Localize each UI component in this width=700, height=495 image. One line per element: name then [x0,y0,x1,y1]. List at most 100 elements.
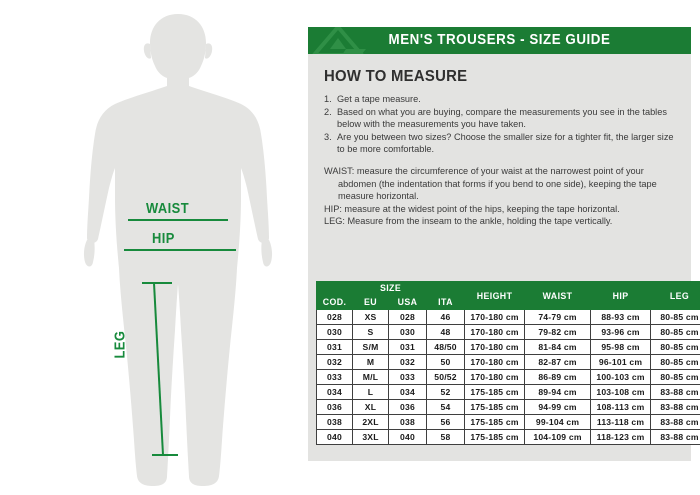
cell-cod: 028 [316,309,353,325]
cell-waist: 89-94 cm [524,384,592,400]
cell-height: 175-185 cm [464,384,526,400]
cell-hip: 93-96 cm [590,324,652,340]
cell-ita: 54 [425,399,466,415]
cell-cod: 036 [316,399,353,415]
size-group-header: SIZE [315,281,466,295]
cell-waist: 74-79 cm [524,309,592,325]
cell-usa: 031 [388,339,427,355]
cell-eu: M [352,354,389,370]
size-guide-panel: MEN'S TROUSERS - SIZE GUIDE HOW TO MEASU… [308,27,700,461]
cell-height: 175-185 cm [464,399,526,415]
step-text: Based on what you are buying, compare th… [337,106,667,130]
size-table: SIZE HEIGHT WAIST HIP LEG COD. EU USA IT… [315,281,700,445]
cell-eu: M/L [352,369,389,385]
cell-cod: 030 [316,324,353,340]
silhouette-shape [83,14,273,486]
cell-usa: 028 [388,309,427,325]
cell-usa: 030 [388,324,427,340]
cell-height: 170-180 cm [464,369,526,385]
cell-waist: 79-82 cm [524,324,592,340]
table-group-header-row: SIZE HEIGHT WAIST HIP LEG [315,281,700,310]
cell-ita: 46 [425,309,466,325]
cell-height: 175-185 cm [464,429,526,445]
cell-leg: 83-88 cm [650,429,700,445]
step-number: 2. [324,106,332,117]
leg-definition: LEG: Measure from the inseam to the ankl… [324,216,613,227]
table-header-row: COD. EU USA ITA [316,294,700,310]
cell-leg: 80-85 cm [650,309,700,325]
cell-eu: S [352,324,389,340]
cell-eu: XL [352,399,389,415]
cell-hip: 103-108 cm [590,384,652,400]
cell-cod: 034 [316,384,353,400]
step-text: Are you between two sizes? Choose the sm… [337,131,674,155]
cell-waist: 94-99 cm [524,399,592,415]
guide-title: MEN'S TROUSERS - SIZE GUIDE [388,32,611,48]
cell-ita: 48/50 [425,339,466,355]
cell-hip: 88-93 cm [590,309,652,325]
cell-eu: L [352,384,389,400]
cell-eu: 3XL [352,429,389,445]
step-number: 3. [324,131,332,142]
table-row: 033 M/L 033 50/52 170-180 cm 86-89 cm 100-103 … [316,369,700,385]
column-header-eu: EU [352,294,389,310]
cell-waist: 81-84 cm [524,339,592,355]
cell-leg: 80-85 cm [650,369,700,385]
column-header-height: HEIGHT [464,281,526,310]
cell-cod: 040 [316,429,353,445]
cell-hip: 100-103 cm [590,369,652,385]
leg-measure-line [153,282,164,456]
cell-ita: 56 [425,414,466,430]
table-row: 031 S/M 031 48/50 170-180 cm 81-84 cm 95-98 cm… [316,339,700,355]
cell-usa: 034 [388,384,427,400]
table-row: 040 3XL 040 58 175-185 cm 104-109 cm 118-123 c… [316,429,700,445]
cell-leg: 83-88 cm [650,399,700,415]
measure-steps-list: 1. Get a tape measure. 2. Based on what … [324,93,675,156]
table-row: 028 XS 028 46 170-180 cm 74-79 cm 88-93 cm 80-8… [316,309,700,325]
cell-usa: 038 [388,414,427,430]
cell-ita: 50/52 [425,369,466,385]
cell-leg: 83-88 cm [650,384,700,400]
triangle-arrow-logo-icon [312,27,366,54]
cell-hip: 118-123 cm [590,429,652,445]
body-silhouette-svg [83,14,273,486]
cell-ita: 52 [425,384,466,400]
cell-waist: 86-89 cm [524,369,592,385]
size-table-container: SIZE HEIGHT WAIST HIP LEG COD. EU USA IT… [315,281,700,445]
table-row: 036 XL 036 54 175-185 cm 94-99 cm 108-113 cm 83… [316,399,700,415]
cell-ita: 48 [425,324,466,340]
cell-waist: 99-104 cm [524,414,592,430]
cell-cod: 038 [316,414,353,430]
cell-leg: 83-88 cm [650,414,700,430]
cell-cod: 031 [316,339,353,355]
cell-waist: 104-109 cm [524,429,592,445]
cell-usa: 040 [388,429,427,445]
cell-height: 170-180 cm [464,324,526,340]
waist-label: WAIST [146,200,189,217]
waist-definition: WAIST: measure the circumference of your… [324,165,657,202]
hip-definition: HIP: measure at the widest point of the … [324,203,620,214]
column-header-leg: LEG [650,281,700,310]
list-item: 3. Are you between two sizes? Choose the… [324,131,675,156]
cell-hip: 96-101 cm [590,354,652,370]
hip-label: HIP [152,230,175,247]
step-number: 1. [324,94,332,104]
cell-hip: 113-118 cm [590,414,652,430]
table-row: 030 S 030 48 170-180 cm 79-82 cm 93-96 cm 80-85… [316,324,700,340]
measurement-definitions: WAIST: measure the circumference of your… [324,165,675,228]
column-header-waist: WAIST [524,281,592,310]
cell-cod: 033 [316,369,353,385]
cell-height: 175-185 cm [464,414,526,430]
column-header-hip: HIP [590,281,652,310]
cell-height: 170-180 cm [464,354,526,370]
cell-eu: XS [352,309,389,325]
column-header-usa: USA [388,294,427,310]
cell-leg: 80-85 cm [650,324,700,340]
how-to-measure-section: HOW TO MEASURE 1. Get a tape measure. 2.… [308,54,691,228]
cell-hip: 108-113 cm [590,399,652,415]
table-row: 032 M 032 50 170-180 cm 82-87 cm 96-101 cm 80-8… [316,354,700,370]
cell-hip: 95-98 cm [590,339,652,355]
size-table-body: 028 XS 028 46 170-180 cm 74-79 cm 88-93 cm 80-8… [316,309,700,445]
cell-leg: 80-85 cm [650,339,700,355]
cell-leg: 80-85 cm [650,354,700,370]
